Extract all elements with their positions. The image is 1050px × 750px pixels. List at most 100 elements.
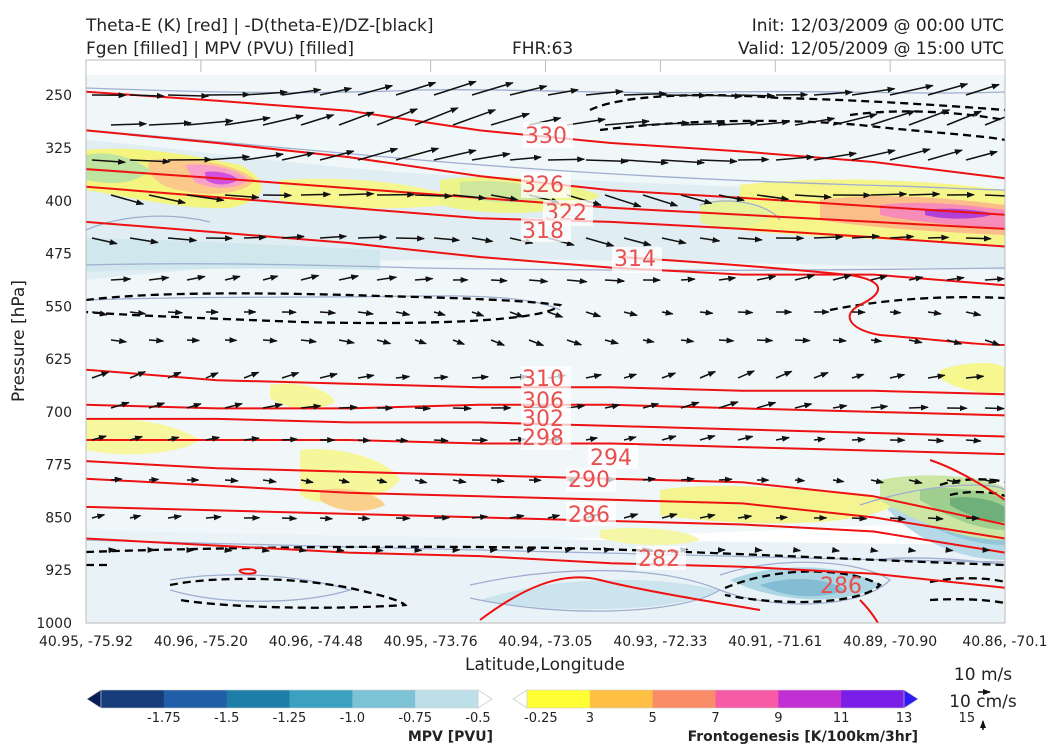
x-tick-label: 40.96, -75.20 <box>154 634 248 650</box>
y-axis-label: Pressure [hPa] <box>9 280 29 402</box>
x-tick-label: 40.96, -74.48 <box>269 634 363 650</box>
wind-arrow <box>661 159 706 166</box>
x-axis: 40.95, -75.92 40.96, -75.20 40.96, -74.48 4… <box>39 60 1048 650</box>
wind-arrow <box>433 149 477 161</box>
wind-arrow <box>813 89 854 96</box>
colorbar-swatch <box>163 690 228 708</box>
colorbar-frame <box>100 689 479 709</box>
y-tick-label: 625 <box>45 352 72 368</box>
init-time: Init: 12/03/2009 @ 00:00 UTC <box>752 16 1004 36</box>
wind-arrow <box>376 338 392 345</box>
wind-arrow <box>376 275 398 282</box>
wind-arrow <box>794 337 811 344</box>
colorbar-tick-label: 15 <box>959 711 976 726</box>
wind-arrow <box>889 309 902 316</box>
x-tick-label: 40.95, -73.76 <box>384 634 478 650</box>
wind-arrow <box>737 156 770 163</box>
wind-arrow <box>927 437 945 444</box>
wind-arrow <box>319 515 334 522</box>
wind-arrow <box>338 338 355 345</box>
wind-arrow <box>357 437 371 444</box>
wind-arrow <box>927 82 969 96</box>
wind-arrow <box>471 310 485 317</box>
colorbar-tick-label: -0.25 <box>524 711 558 726</box>
wind-arrow <box>376 191 416 198</box>
wind-arrow <box>642 120 691 127</box>
wind-arrow <box>699 158 738 165</box>
colorbar-tick-label: -0.5 <box>465 711 490 726</box>
title-line-2: Fgen [filled] | MPV (PVU) [filled] <box>86 39 354 59</box>
wind-arrow <box>889 148 931 161</box>
contour-label: 310 <box>522 367 564 392</box>
wind-arrow <box>186 337 201 344</box>
wind-arrow <box>566 339 583 346</box>
wind-arrow <box>889 233 915 240</box>
colorbar-extend-high <box>903 689 919 709</box>
wind-arrow <box>243 152 284 161</box>
wind-arrow <box>870 110 916 126</box>
wind-arrow <box>984 194 1005 197</box>
wind-arrow <box>471 237 494 244</box>
wind-arrow <box>547 88 579 96</box>
wind-arrow <box>357 84 394 96</box>
wind-arrow <box>509 154 542 161</box>
wind-arrow <box>319 86 353 96</box>
contour-label: 286 <box>820 574 862 599</box>
x-tick-label: 40.93, -72.33 <box>613 634 707 650</box>
wind-arrow <box>737 370 756 379</box>
wind-arrow <box>526 547 535 554</box>
wind-arrow <box>281 87 322 96</box>
wind-arrow <box>489 547 498 554</box>
mpv-colorbar: -1.75 -1.5 -1.25 -1.0 -0.75 -0.5 -0.25 <box>86 689 558 726</box>
wind-arrow <box>775 370 793 379</box>
wind-arrow <box>946 275 965 282</box>
y-tick-label: 925 <box>45 563 72 579</box>
wind-arrow <box>604 118 650 126</box>
wind-arrow <box>300 478 314 484</box>
contour-label: 326 <box>522 173 564 198</box>
wind-arrow <box>832 274 853 281</box>
wind-arrow <box>414 193 453 200</box>
wind-arrow <box>737 435 754 441</box>
wind-arrow <box>718 476 733 483</box>
wind-arrow <box>319 149 355 161</box>
wind-arrow <box>167 92 210 99</box>
wind-arrow <box>490 194 519 202</box>
y-tick-label: 250 <box>45 88 72 104</box>
wind-arrow <box>261 546 271 553</box>
colorbar-tick-label: 5 <box>649 711 657 726</box>
contour-label: 298 <box>522 426 564 451</box>
contour-label: 286 <box>568 503 610 528</box>
wind-arrow <box>661 512 678 519</box>
wind-arrow <box>298 546 308 553</box>
colorbar-tick-label: -1.75 <box>147 711 181 726</box>
wind-arrow <box>281 515 298 522</box>
wind-arrow <box>794 273 816 281</box>
x-axis-label: Latitude,Longitude <box>465 655 625 675</box>
wind-arrow <box>243 371 260 379</box>
wind-arrow <box>262 402 284 409</box>
wind-arrow <box>585 237 615 247</box>
contour-label: 318 <box>522 219 564 244</box>
wind-arrow <box>224 402 243 409</box>
wind-arrow <box>338 274 360 281</box>
wind-arrow <box>281 151 315 161</box>
wind-arrow <box>110 401 130 409</box>
wind-arrow <box>946 478 961 485</box>
wind-arrow <box>851 86 896 96</box>
x-tick-label: 40.89, -70.90 <box>843 634 937 650</box>
wind-arrow <box>395 374 411 381</box>
wind-arrow <box>945 546 954 553</box>
wind-arrow <box>813 234 844 241</box>
wind-arrow <box>281 436 299 443</box>
forecast-hour: FHR:63 <box>512 39 573 59</box>
wind-arrow <box>186 194 225 203</box>
colorbar-swatch <box>226 690 290 708</box>
wind-arrow <box>585 373 603 380</box>
wind-arrow <box>604 338 619 345</box>
theta-e-line <box>86 460 1005 526</box>
wind-arrow <box>927 373 946 380</box>
wind-arrow <box>376 108 419 126</box>
wind-arrow <box>281 233 305 240</box>
wind-arrow <box>338 191 375 198</box>
